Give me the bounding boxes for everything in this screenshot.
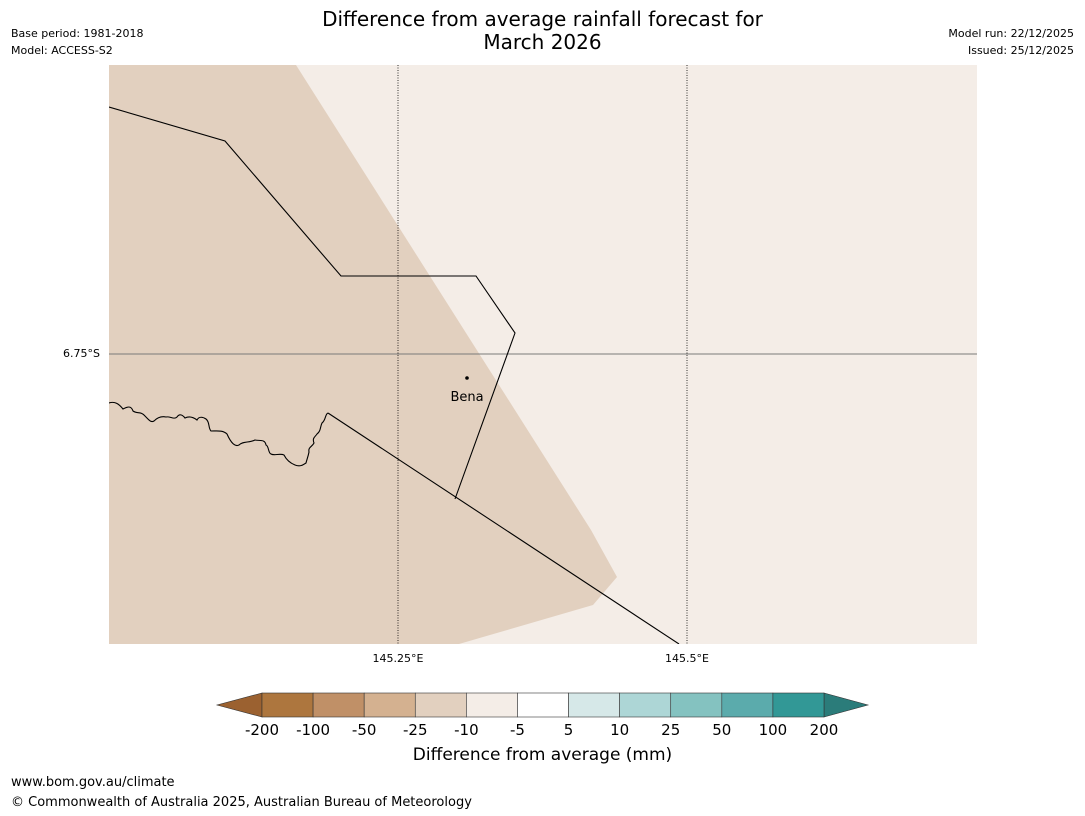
province-border-south xyxy=(327,412,680,644)
colorbar-tick-label: 25 xyxy=(661,721,680,739)
bena-marker xyxy=(465,376,469,380)
colorbar-tick-label: 5 xyxy=(564,721,574,739)
colorbar-swatch xyxy=(261,692,314,718)
footer-url[interactable]: www.bom.gov.au/climate xyxy=(11,775,175,790)
issued-text: Issued: 25/12/2025 xyxy=(967,44,1074,57)
bena-label: Bena xyxy=(450,390,483,405)
colorbar-swatch xyxy=(312,692,365,718)
colorbar-extend-high xyxy=(823,692,870,718)
colorbar: -200 -100 -50 -25 -10 -5 5 10 25 50 100 200 xyxy=(215,692,870,739)
province-border-north xyxy=(109,106,516,500)
model-run-text: Model run: 22/12/2025 xyxy=(948,27,1074,40)
colorbar-tick-label: 10 xyxy=(610,721,629,739)
colorbar-tick-label: -25 xyxy=(403,721,428,739)
chart-title-line1: Difference from average rainfall forecas… xyxy=(322,7,763,31)
colorbar-label: Difference from average (mm) xyxy=(412,745,673,765)
colorbar-swatch xyxy=(568,692,620,718)
colorbar-swatch xyxy=(670,692,723,718)
colorbar-tick-label: 50 xyxy=(712,721,731,739)
colorbar-tick-label: 100 xyxy=(759,721,788,739)
colorbar-tick-label: -200 xyxy=(245,721,279,739)
colorbar-swatch xyxy=(414,692,467,718)
colorbar-tick-label: -10 xyxy=(454,721,479,739)
lon-label-145-5: 145.5°E xyxy=(665,652,709,665)
chart-title-line2: March 2026 xyxy=(483,30,602,54)
colorbar-swatch xyxy=(517,692,569,718)
colorbar-tick-label: -50 xyxy=(352,721,377,739)
rainfall-map[interactable]: Bena xyxy=(109,65,977,644)
colorbar-tick-label: 200 xyxy=(810,721,839,739)
model-text: Model: ACCESS-S2 xyxy=(11,44,113,57)
lon-label-145-25: 145.25°E xyxy=(372,652,424,665)
colorbar-tick-label: -100 xyxy=(296,721,330,739)
colorbar-swatch xyxy=(466,692,518,718)
river-line xyxy=(109,401,329,467)
footer-copyright: © Commonwealth of Australia 2025, Austra… xyxy=(11,795,472,810)
base-period-text: Base period: 1981-2018 xyxy=(11,27,144,40)
colorbar-swatch xyxy=(772,692,825,718)
colorbar-swatch xyxy=(363,692,416,718)
colorbar-swatch xyxy=(721,692,774,718)
colorbar-tick-label: -5 xyxy=(510,721,525,739)
lat-label-6-75: 6.75°S xyxy=(63,347,100,360)
colorbar-swatch xyxy=(619,692,672,718)
colorbar-extend-low xyxy=(215,692,263,718)
